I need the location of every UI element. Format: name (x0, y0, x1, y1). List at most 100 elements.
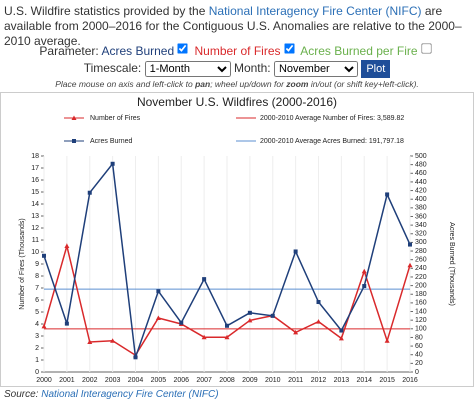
intro-text: are available from 2000–2016 for the Con… (4, 4, 462, 48)
point (64, 321, 69, 326)
y-tick-label: 9 (35, 261, 39, 268)
link[interactable]: National Interagency Fire Center (NIFC) (208, 4, 422, 18)
x-tick-label: 2004 (128, 377, 144, 384)
point (225, 323, 229, 328)
source-label: Source: (4, 389, 42, 400)
source: Source: National Interagency Fire Center… (4, 389, 219, 400)
y2-tick-label: 60 (415, 343, 423, 350)
y2-tick-label: 260 (415, 257, 427, 264)
checkbox[interactable] (177, 43, 188, 54)
y-axis-label: Number of Fires (Thousands) (19, 218, 26, 309)
help-text: zoom (286, 79, 309, 89)
label: Timescale: (83, 61, 142, 75)
y2-tick-label: 340 (415, 222, 427, 229)
legend-label: 2000-2010 Average Acres Burned: 191,797.… (260, 138, 404, 145)
x-tick-label: 2011 (288, 377, 303, 384)
point (270, 313, 275, 318)
point (201, 334, 207, 340)
x-tick-label: 2014 (356, 377, 372, 384)
point (384, 338, 390, 343)
x-tick-label: 2008 (219, 377, 235, 384)
y2-tick-label: 20 (415, 360, 423, 367)
y2-tick-label: 80 (415, 334, 423, 341)
chart-title: November U.S. Wildfires (2000-2016) (137, 95, 337, 109)
y2-tick-label: 140 (415, 308, 427, 315)
y-tick-label: 13 (31, 213, 39, 220)
y2-tick-label: 200 (415, 282, 427, 289)
y-tick-label: 0 (35, 369, 39, 376)
y2-tick-label: 440 (415, 179, 427, 186)
point (339, 328, 344, 333)
x-tick-label: 2009 (242, 377, 258, 384)
x-tick-label: 2016 (402, 377, 418, 384)
point (316, 319, 321, 324)
point (316, 300, 321, 305)
point (133, 355, 138, 360)
legend-label: Number of Fires (90, 115, 141, 122)
timescale-row: Timescale: 1-Month Month: November Plot (0, 60, 474, 78)
y2-tick-label: 0 (415, 369, 419, 376)
y2-tick-label: 400 (415, 196, 427, 203)
point (64, 243, 70, 248)
label: Parameter: (39, 44, 99, 58)
option: Acres Burned per Fire (300, 44, 418, 58)
plot-button[interactable]: Plot (361, 60, 391, 78)
point (385, 192, 390, 197)
point (155, 315, 161, 320)
parameter-row: Parameter: Acres Burned Number of Fires … (0, 42, 474, 58)
month-select[interactable]: November (273, 61, 358, 77)
y2-tick-label: 280 (415, 248, 427, 255)
point (202, 277, 207, 282)
y-tick-label: 7 (35, 285, 39, 292)
intro: U.S. Wildfire statistics provided by the… (4, 4, 470, 49)
y-tick-label: 17 (31, 165, 39, 172)
option: Acres Burned (101, 44, 175, 58)
point (179, 320, 184, 325)
point (110, 338, 116, 343)
y-tick-label: 2 (35, 345, 39, 352)
point (408, 242, 412, 247)
point (247, 317, 253, 323)
x-tick-label: 2006 (173, 377, 189, 384)
y-tick-label: 16 (31, 177, 39, 184)
help: Place mouse on axis and left-click to pa… (0, 79, 474, 89)
x-tick-label: 2015 (379, 377, 395, 384)
x-tick-label: 2001 (59, 377, 75, 384)
y-tick-label: 6 (35, 297, 39, 304)
point (71, 115, 77, 120)
y-tick-label: 12 (31, 225, 39, 232)
y2-tick-label: 300 (415, 239, 427, 246)
link[interactable]: National Interagency Fire Center (NIFC) (41, 389, 219, 400)
y-tick-label: 4 (35, 321, 39, 328)
y2-tick-label: 420 (415, 187, 427, 194)
point (87, 190, 92, 195)
help-text: Place mouse on axis and left-click to (55, 79, 196, 89)
checkbox[interactable] (283, 43, 295, 54)
help-text: in/out (or shift key+left-click). (308, 79, 419, 89)
legend-label: Acres Burned (90, 138, 133, 145)
x-tick-label: 2010 (265, 377, 281, 384)
help-text: pan (195, 79, 211, 89)
y-tick-label: 11 (32, 237, 39, 244)
point (361, 268, 367, 274)
y2-tick-label: 240 (415, 265, 427, 272)
point (407, 262, 413, 268)
point (156, 289, 161, 294)
point (247, 310, 252, 315)
checkbox[interactable] (420, 43, 432, 54)
y2-tick-label: 100 (415, 326, 427, 333)
y2-tick-label: 380 (415, 205, 427, 212)
y2-tick-label: 120 (415, 317, 427, 324)
y2-tick-label: 40 (415, 352, 423, 359)
point (293, 329, 299, 335)
y-tick-label: 10 (31, 249, 39, 256)
y2-tick-label: 220 (415, 274, 427, 281)
x-tick-label: 2003 (105, 377, 121, 384)
y-tick-label: 1 (35, 357, 39, 364)
y-tick-label: 15 (31, 189, 39, 196)
option: Number of Fires (194, 44, 281, 58)
timescale-select[interactable]: 1-Month (144, 61, 231, 77)
y-tick-label: 5 (35, 309, 39, 316)
x-tick-label: 2000 (36, 377, 52, 384)
point (362, 284, 367, 289)
